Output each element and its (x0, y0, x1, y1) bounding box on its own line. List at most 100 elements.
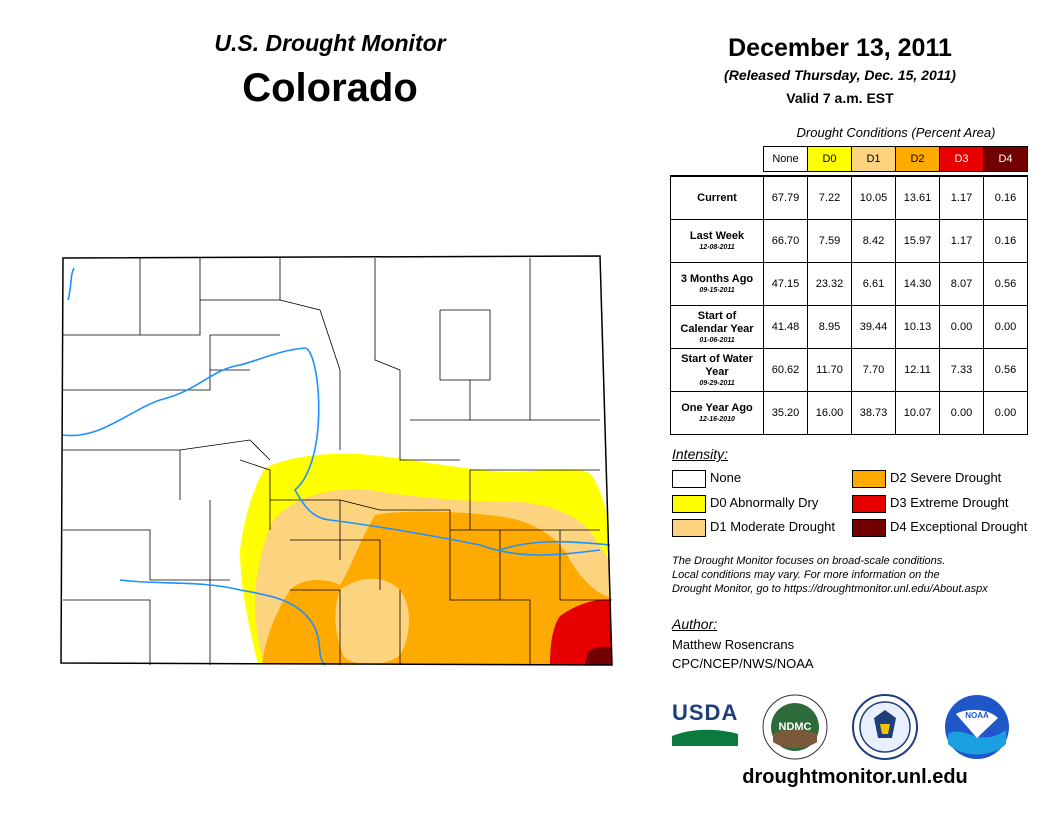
table-cell: 10.05 (851, 175, 896, 220)
table-caption: Drought Conditions (Percent Area) (796, 125, 996, 140)
valid-time: Valid 7 a.m. EST (786, 90, 894, 106)
table-cell: 6.61 (851, 262, 896, 306)
table-cell: 12.11 (895, 348, 940, 392)
author-label: Author: (672, 616, 718, 632)
drought-conditions-table: None D0 D1 D2 D3 D4 Current 67.79 7.22 10.0… (670, 146, 1028, 435)
table-cell: 11.70 (807, 348, 852, 392)
table-cell: 35.20 (763, 391, 808, 435)
col-header-d0: D0 (807, 146, 852, 172)
table-cell: 47.15 (763, 262, 808, 306)
legend-label: D2 Severe Drought (890, 470, 1002, 485)
d4-area (585, 646, 612, 665)
table-row: 3 Months Ago 09-15-2011 47.15 23.32 6.61 14.3… (670, 262, 1028, 306)
table-row: One Year Ago 12-16-2010 35.20 16.00 38.73 10.… (670, 391, 1028, 435)
author-org: CPC/NCEP/NWS/NOAA (672, 656, 814, 671)
table-cell: 0.56 (983, 348, 1028, 392)
legend-label: D4 Exceptional Drought (890, 519, 1028, 534)
table-cell: 66.70 (763, 219, 808, 263)
table-cell: 0.00 (983, 305, 1028, 349)
table-cell: 0.00 (983, 391, 1028, 435)
col-header-d2: D2 (895, 146, 940, 172)
rivers (62, 267, 611, 666)
intensity-label: Intensity: (672, 446, 729, 462)
legend-swatch (852, 519, 886, 537)
county-lines (63, 258, 612, 665)
table-cell: 8.42 (851, 219, 896, 263)
table-row: Last Week 12-08-2011 66.70 7.59 8.42 15.97 1.1… (670, 219, 1028, 263)
table-cell: 67.79 (763, 175, 808, 220)
row-label-date: 01-06-2011 (699, 336, 735, 344)
drought-monitor-note: The Drought Monitor focuses on broad-sca… (672, 554, 1042, 596)
row-label-text: Last Week (689, 230, 745, 242)
table-cell: 16.00 (807, 391, 852, 435)
note-line-3: Drought Monitor, go to https://droughtmo… (672, 583, 988, 595)
col-header-d3: D3 (939, 146, 984, 172)
table-corner (671, 147, 764, 172)
row-label-date: 09-15-2011 (699, 287, 735, 294)
row-label: Start of Water Year 09-29-2011 (670, 348, 764, 392)
table-cell: 0.16 (983, 175, 1028, 220)
release-date: (Released Thursday, Dec. 15, 2011) (724, 67, 956, 83)
row-label-text: Start of Water Year (681, 352, 753, 378)
note-line-2: Local conditions may vary. For more info… (672, 569, 940, 581)
table-cell: 0.56 (983, 262, 1028, 306)
table-cell: 38.73 (851, 391, 896, 435)
table-cell: 1.17 (939, 175, 984, 220)
table-cell: 60.62 (763, 348, 808, 392)
row-label-text: Start of Calendar Year (680, 309, 754, 335)
legend-label: D0 Abnormally Dry (710, 495, 819, 510)
table-row: Start of Calendar Year 01-06-2011 41.48 8.9… (670, 305, 1028, 349)
table-cell: 0.00 (939, 305, 984, 349)
colorado-drought-map (60, 255, 613, 666)
table-row: Start of Water Year 09-29-2011 60.62 11.70 7… (670, 348, 1028, 392)
monitor-title: U.S. Drought Monitor (214, 30, 446, 56)
table-cell: 1.17 (939, 219, 984, 263)
row-label-text: 3 Months Ago (680, 273, 754, 285)
table-cell: 15.97 (895, 219, 940, 263)
row-label: 3 Months Ago 09-15-2011 (670, 262, 764, 306)
d1-inset (335, 578, 409, 665)
legend-label: D1 Moderate Drought (710, 519, 836, 534)
row-label-date: 12-08-2011 (699, 244, 735, 251)
col-header-d1: D1 (851, 146, 896, 172)
author-name: Matthew Rosencrans (672, 637, 795, 652)
row-label-text: One Year Ago (681, 402, 753, 414)
table-cell: 7.33 (939, 348, 984, 392)
table-cell: 7.59 (807, 219, 852, 263)
note-line-1: The Drought Monitor focuses on broad-sca… (672, 555, 946, 567)
row-label-date: 09-29-2011 (699, 379, 735, 387)
ndmc-logo: NDMC (762, 694, 828, 760)
table-cell: 10.13 (895, 305, 940, 349)
table-cell: 14.30 (895, 262, 940, 306)
row-label: Current (670, 175, 764, 220)
noaa-logo: NOAA (945, 695, 1009, 759)
table-cell: 0.16 (983, 219, 1028, 263)
table-cell: 7.22 (807, 175, 852, 220)
legend-label: None (710, 470, 742, 485)
footer-url[interactable]: droughtmonitor.unl.edu (742, 766, 968, 788)
table-cell: 8.95 (807, 305, 852, 349)
table-cell: 8.07 (939, 262, 984, 306)
legend-swatch (852, 495, 886, 513)
table-row: Current 67.79 7.22 10.05 13.61 1.17 0.16 (670, 175, 1028, 220)
legend-swatch (672, 495, 706, 513)
legend-swatch (672, 519, 706, 537)
legend-swatch (852, 470, 886, 488)
col-header-d4: D4 (983, 146, 1028, 172)
state-title: Colorado (242, 66, 418, 110)
legend-swatch (672, 470, 706, 488)
row-label-text: Current (697, 191, 737, 204)
table-cell: 23.32 (807, 262, 852, 306)
noaa-logo-text: NOAA (965, 711, 989, 720)
table-cell: 10.07 (895, 391, 940, 435)
table-cell: 7.70 (851, 348, 896, 392)
legend-label: D3 Extreme Drought (890, 495, 1009, 510)
table-cell: 13.61 (895, 175, 940, 220)
nws-logo (852, 694, 918, 760)
col-header-none: None (763, 146, 808, 172)
usda-logo-swoosh (672, 728, 738, 746)
table-cell: 41.48 (763, 305, 808, 349)
table-cell: 39.44 (851, 305, 896, 349)
usda-logo: USDA (672, 700, 738, 750)
ndmc-logo-text: NDMC (779, 721, 812, 733)
